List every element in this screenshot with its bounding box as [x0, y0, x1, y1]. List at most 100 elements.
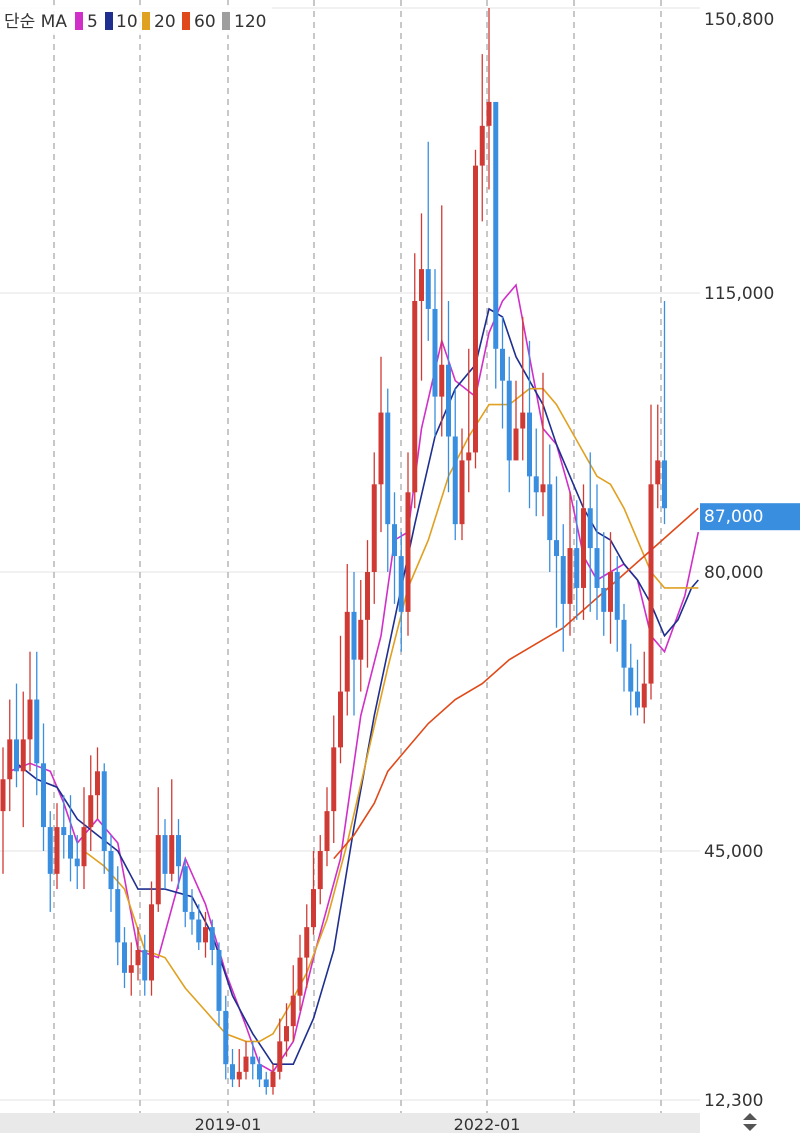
candle [41, 723, 46, 851]
candle-body [560, 556, 566, 604]
y-tick-label-5: 12,300 [704, 1091, 763, 1111]
candle [209, 919, 215, 966]
candle-body [614, 572, 620, 620]
scroll-up-arrow-icon[interactable] [743, 1113, 757, 1120]
candle [547, 444, 553, 572]
candle [540, 372, 546, 517]
candle [27, 651, 33, 772]
candle-body [635, 691, 640, 708]
candle [473, 149, 478, 469]
candle [344, 564, 350, 716]
candle [439, 205, 445, 437]
candle-body [196, 919, 202, 943]
ma-line-20 [83, 387, 699, 1043]
candle-body [284, 1026, 289, 1042]
candle [68, 795, 73, 882]
candle [466, 348, 472, 493]
candle-layer [0, 8, 667, 1095]
candle-body [115, 889, 121, 943]
candle [338, 635, 343, 764]
x-tick-label-1: 2019-01 [195, 1115, 262, 1133]
candle-body [513, 428, 519, 461]
candle [14, 683, 19, 788]
candle [34, 651, 40, 796]
scroll-arrows-icon[interactable] [743, 1113, 757, 1131]
candle-body [432, 308, 438, 397]
candle-body [594, 548, 600, 588]
candle-body [628, 667, 634, 692]
candle-body [371, 484, 377, 572]
candle [47, 811, 53, 912]
candle-body [506, 380, 512, 461]
candle [54, 803, 60, 890]
candle-body [304, 927, 310, 958]
current-price-label: 87,000 [704, 507, 763, 527]
candle-body [81, 827, 87, 867]
candle-body [149, 904, 154, 981]
candle-body [648, 484, 654, 684]
candle-body [425, 269, 431, 309]
candle-body [209, 927, 215, 950]
candle [635, 659, 640, 716]
ma-line-10 [16, 307, 699, 1065]
candle-body [452, 436, 458, 525]
candle [149, 881, 154, 996]
candle-body [493, 101, 499, 349]
candle-body [0, 779, 6, 812]
candle-body [162, 835, 168, 874]
candle [257, 1056, 262, 1088]
candle-body [250, 1056, 256, 1065]
candle [567, 492, 573, 636]
candle-body [95, 771, 100, 796]
candle-body [385, 412, 391, 525]
candle [236, 1048, 242, 1088]
candle-body [182, 866, 188, 912]
candle [594, 484, 600, 620]
candle-body [68, 835, 73, 859]
candle [263, 1071, 269, 1095]
scroll-down-arrow-icon[interactable] [743, 1124, 757, 1131]
legend-label-10: 10 [116, 12, 138, 32]
candle-body [155, 835, 161, 905]
candle [662, 300, 667, 525]
candle-body [662, 460, 667, 509]
candle [142, 934, 148, 996]
candle [189, 889, 195, 935]
candle-body [88, 795, 94, 828]
candle-body [466, 452, 472, 461]
candle-body [189, 911, 195, 920]
candle-body [176, 835, 181, 867]
candle-body [297, 957, 303, 996]
candle [304, 904, 310, 989]
candle-body [459, 460, 465, 525]
candle [176, 819, 181, 890]
candle [365, 540, 370, 668]
candle [520, 316, 526, 461]
candle-body [7, 739, 13, 780]
candle [81, 787, 87, 890]
candle-body [263, 1079, 269, 1088]
ma-line-60 [333, 507, 699, 860]
candle [641, 651, 647, 724]
candle-body [54, 827, 60, 874]
candle [655, 404, 661, 509]
candle-body [20, 739, 26, 772]
candle [331, 715, 337, 844]
candle-body [547, 484, 553, 541]
candle [392, 492, 397, 604]
candle-body [520, 412, 526, 429]
candle [378, 356, 384, 533]
candle [587, 452, 593, 612]
candle-body [587, 508, 593, 549]
candle [108, 835, 114, 912]
candle-body [14, 739, 19, 772]
candle [115, 866, 121, 966]
candle-body [230, 1064, 235, 1080]
candle [196, 904, 202, 950]
candle-body [47, 827, 53, 874]
candle [405, 452, 411, 636]
candle [317, 835, 323, 905]
candle-body [203, 927, 208, 943]
candle [128, 942, 134, 996]
